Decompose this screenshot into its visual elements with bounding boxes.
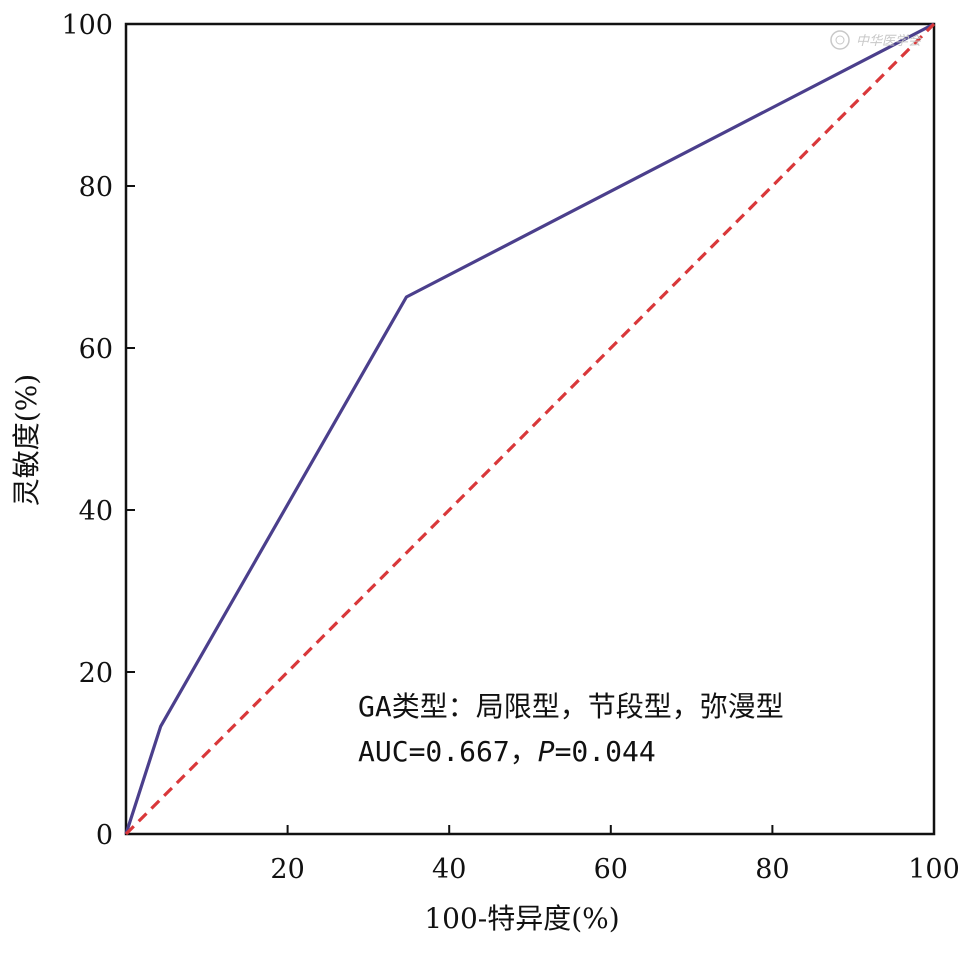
x-tick-label: 100 <box>908 854 960 885</box>
series-layer <box>124 22 936 836</box>
y-tick-label: 20 <box>79 658 113 689</box>
y-tick-label: 40 <box>79 496 113 527</box>
watermark-seal-icon <box>830 30 850 50</box>
x-axis-ticks: 20 40 60 80 100 <box>270 825 960 885</box>
x-tick-label: 20 <box>270 854 304 885</box>
x-tick-label: 40 <box>432 854 466 885</box>
x-tick-label: 60 <box>594 854 628 885</box>
annotation-p-value: =0.044 <box>555 735 656 768</box>
watermark-text: 中华医学会 <box>856 33 923 49</box>
annotation-stats: AUC=0.667，P=0.044 <box>358 735 656 768</box>
annotation-auc: AUC=0.667， <box>358 735 538 768</box>
watermark-logo: 中华医学会 <box>830 30 923 50</box>
y-tick-label: 80 <box>79 172 113 203</box>
y-axis-ticks: 0 20 40 60 80 100 <box>61 10 135 851</box>
y-tick-label: 60 <box>79 334 113 365</box>
annotation-p-symbol: P <box>538 735 555 768</box>
y-axis-title: 灵敏度(%) <box>10 374 43 506</box>
x-axis-title: 100-特异度(%) <box>424 902 619 935</box>
plot-frame <box>124 22 936 836</box>
reference-diagonal-line <box>124 22 936 836</box>
x-tick-label: 80 <box>755 854 789 885</box>
roc-curve-line <box>124 22 935 835</box>
annotation-ga-type: GA类型：局限型，节段型，弥漫型 <box>358 690 784 723</box>
y-tick-label: 100 <box>61 10 113 41</box>
y-tick-label: 0 <box>96 820 113 851</box>
watermark-seal-inner-icon <box>835 35 845 45</box>
